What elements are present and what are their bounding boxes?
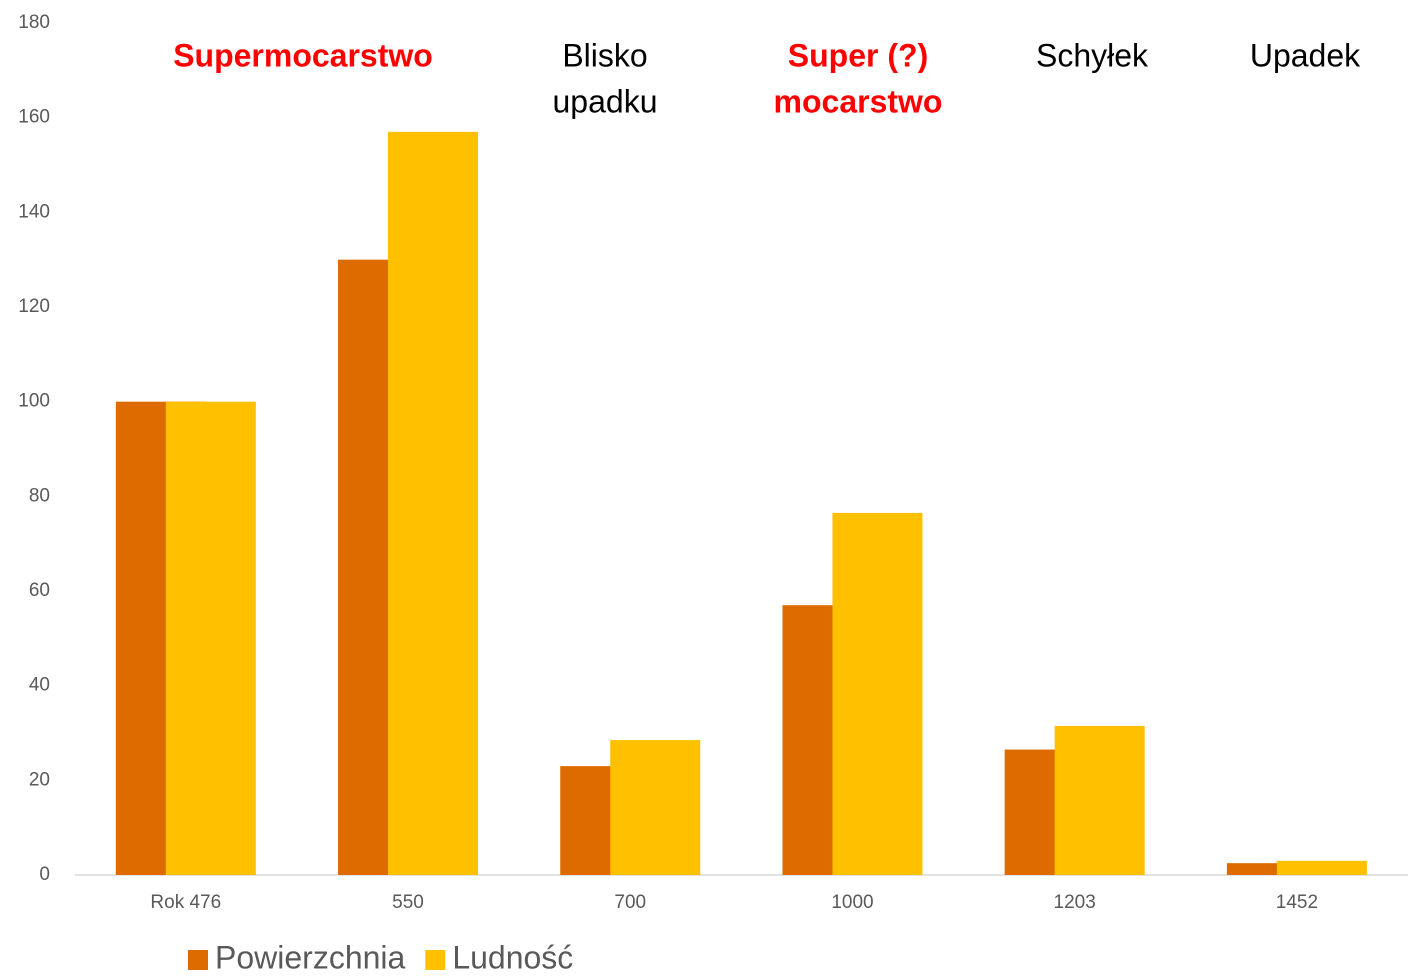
y-tick-label: 80	[29, 485, 50, 506]
annotation: Super (?)	[788, 37, 928, 73]
legend-swatch	[425, 950, 446, 970]
y-tick-label: 100	[18, 391, 50, 412]
y-tick-label: 180	[18, 12, 50, 33]
bar	[1054, 725, 1145, 875]
legend-label: Ludność	[452, 939, 573, 975]
annotation: Supermocarstwo	[173, 37, 433, 73]
legend-swatch	[188, 950, 208, 970]
x-tick-label: 550	[392, 892, 424, 913]
legend-label: Powierzchnia	[215, 939, 406, 975]
annotation: Upadek	[1250, 37, 1361, 73]
annotation: Blisko	[562, 37, 647, 73]
y-tick-label: 60	[29, 580, 50, 601]
bar	[165, 401, 256, 875]
x-tick-label: 1452	[1276, 892, 1318, 913]
annotation: upadku	[553, 83, 658, 119]
y-tick-label: 20	[29, 769, 50, 790]
bar	[388, 131, 479, 875]
annotation: mocarstwo	[774, 83, 943, 119]
annotation: Schyłek	[1036, 37, 1149, 73]
y-tick-label: 140	[18, 201, 50, 222]
x-tick-label: 1203	[1054, 892, 1096, 913]
y-tick-label: 120	[18, 296, 50, 317]
bar	[610, 740, 701, 875]
x-tick-label: Rok 476	[150, 892, 221, 913]
bar	[1226, 863, 1317, 875]
y-tick-label: 40	[29, 675, 50, 696]
x-tick-label: 1000	[831, 892, 873, 913]
y-tick-label: 160	[18, 107, 50, 128]
bar	[1276, 860, 1367, 875]
y-tick-label: 0	[39, 864, 50, 885]
x-tick-label: 700	[614, 892, 646, 913]
bar	[832, 512, 923, 875]
